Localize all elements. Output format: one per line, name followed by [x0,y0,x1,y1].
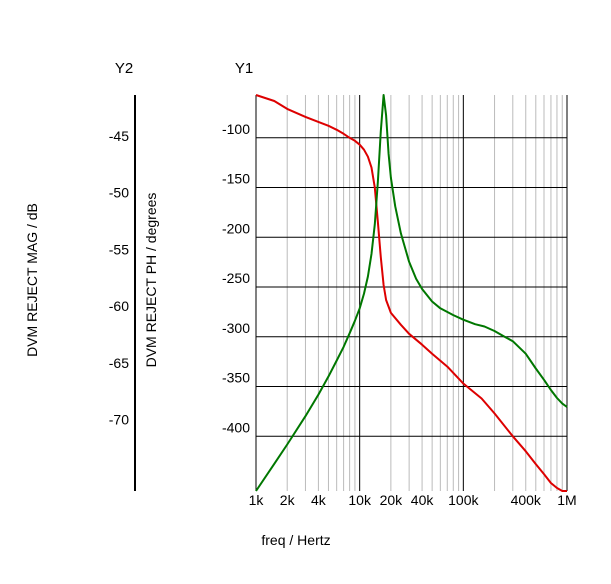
x-tick-label: 2k [280,492,296,508]
series-line-1 [255,94,567,492]
x-tick-label: 20k [380,492,404,508]
y1-tick-label: -150 [222,171,250,187]
y2-tick-label: -45 [109,128,129,144]
y2-tick-label: -60 [109,298,129,314]
y1-tick-label: -200 [222,220,250,236]
y2-axis-title: DVM REJECT MAG / dB [24,203,40,357]
series-layer [255,94,568,492]
x-axis-title: freq / Hertz [261,532,330,548]
y1-axis-title: DVM REJECT PH / degrees [143,193,159,368]
y1-tick-label: -400 [222,419,250,435]
y1-tick-label: -350 [222,370,250,386]
series-line-2 [255,94,568,492]
x-tick-label: 10k [348,492,372,508]
y1-tick-label: -300 [222,320,250,336]
minor-gridlines [286,95,563,491]
y1-axis-name: Y1 [235,60,253,77]
y2-tick-labels: -45 -50 -55 -60 -65 -70 [109,128,129,428]
x-tick-label: 4k [311,492,327,508]
y1-tick-labels: -100 -150 -200 -250 -300 -350 -400 [222,121,250,435]
x-tick-label: 1M [557,492,576,508]
x-tick-label: 40k [411,492,435,508]
y2-tick-label: -50 [109,185,129,201]
x-tick-label: 400k [511,492,542,508]
major-gridlines [255,95,568,491]
x-tick-label: 1k [249,492,265,508]
y2-tick-label: -65 [109,355,129,371]
x-tick-labels: 1k 2k 4k 10k 20k 40k 100k 400k 1M [249,492,577,508]
y1-tick-label: -250 [222,270,250,286]
y1-tick-label: -100 [222,121,250,137]
x-tick-label: 100k [448,492,479,508]
y2-axis-name: Y2 [115,60,133,77]
y2-tick-label: -70 [109,412,129,428]
y2-tick-label: -55 [109,241,129,257]
